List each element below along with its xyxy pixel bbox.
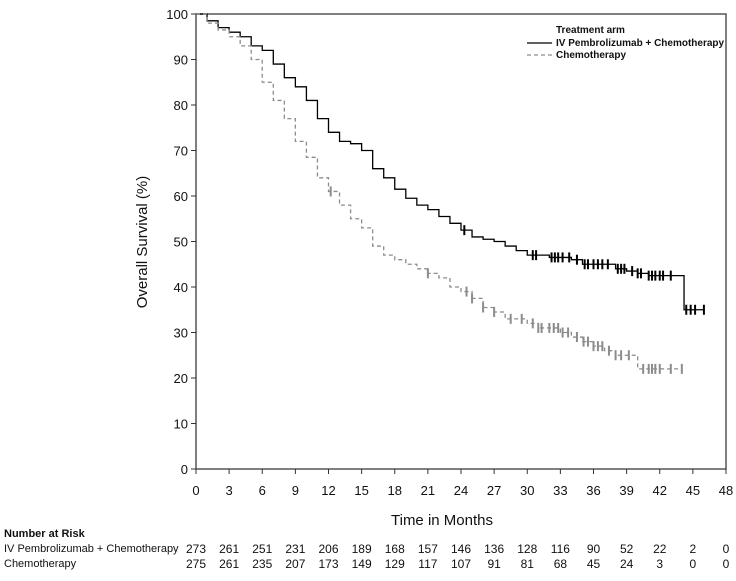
x-tick-label: 15 [354, 483, 368, 498]
x-tick-label: 0 [192, 483, 199, 498]
x-tick-label: 30 [520, 483, 534, 498]
x-tick-label: 24 [454, 483, 468, 498]
y-tick-label: 50 [174, 235, 188, 250]
risk-value: 207 [285, 557, 306, 571]
risk-table-title: Number at Risk [4, 528, 85, 540]
y-tick-label: 0 [181, 462, 188, 477]
y-tick-label: 100 [166, 7, 188, 22]
risk-value: 173 [318, 557, 339, 571]
y-tick-label: 60 [174, 189, 188, 204]
risk-value: 0 [722, 557, 730, 571]
x-tick-label: 39 [619, 483, 633, 498]
risk-value: 117 [418, 557, 438, 571]
risk-value: 146 [450, 542, 472, 556]
legend-entry: IV Pembrolizumab + Chemotherapy [556, 38, 725, 49]
risk-value: 149 [351, 557, 372, 571]
risk-value: 129 [384, 557, 405, 571]
risk-value: 116 [550, 542, 570, 556]
risk-value: 128 [517, 542, 538, 556]
risk-value: 91 [487, 557, 501, 571]
survival-curve-pembrolizumab [196, 13, 704, 311]
risk-value: 275 [185, 557, 207, 571]
risk-value: 107 [450, 557, 472, 571]
survival-curves [196, 13, 705, 374]
x-axis-label: Time in Months [391, 512, 493, 529]
risk-value: 273 [185, 542, 207, 556]
risk-value: 251 [252, 542, 273, 556]
x-tick-label: 48 [719, 483, 733, 498]
y-tick-label: 40 [174, 280, 188, 295]
x-tick-label: 27 [487, 483, 501, 498]
risk-row-label-chemo: Chemotherapy [4, 558, 77, 570]
risk-value: 136 [484, 542, 505, 556]
risk-value: 0 [689, 557, 697, 571]
x-tick-label: 42 [653, 483, 667, 498]
risk-value: 231 [285, 542, 306, 556]
plot-frame [195, 13, 727, 470]
y-tick-label: 10 [174, 417, 188, 432]
risk-value: 45 [586, 557, 601, 571]
risk-value: 90 [586, 542, 601, 556]
risk-value: 68 [553, 557, 568, 571]
risk-value: 24 [619, 557, 634, 571]
risk-value: 52 [619, 542, 634, 556]
risk-value: 81 [520, 557, 534, 571]
risk-value: 0 [722, 542, 730, 556]
survival-curve-chemotherapy [196, 13, 682, 370]
risk-row-label-pembro: IV Pembrolizumab + Chemotherapy [4, 543, 179, 555]
risk-value: 3 [656, 557, 664, 571]
risk-value: 206 [318, 542, 339, 556]
y-tick-label: 20 [174, 371, 188, 386]
y-tick-label: 30 [174, 326, 188, 341]
x-tick-label: 3 [226, 483, 233, 498]
y-tick-label: 70 [174, 144, 188, 159]
legend-entry: Chemotherapy [556, 50, 626, 61]
risk-value: 235 [252, 557, 273, 571]
x-tick-label: 6 [259, 483, 266, 498]
x-tick-label: 45 [686, 483, 700, 498]
x-tick-label: 9 [292, 483, 299, 498]
y-tick-label: 80 [174, 98, 188, 113]
risk-value: 261 [219, 557, 240, 571]
risk-value: 2 [689, 542, 697, 556]
y-axis-label: Overall Survival (%) [134, 176, 151, 309]
risk-value: 168 [384, 542, 405, 556]
risk-value: 22 [653, 542, 667, 556]
x-tick-label: 18 [388, 483, 402, 498]
x-tick-label: 12 [321, 483, 335, 498]
x-tick-label: 33 [553, 483, 567, 498]
y-tick-label: 90 [174, 53, 188, 68]
risk-value: 261 [219, 542, 240, 556]
x-tick-label: 36 [586, 483, 600, 498]
legend-title: Treatment arm [556, 25, 625, 36]
risk-value: 189 [351, 542, 372, 556]
legend: Treatment arm IV Pembrolizumab + Chemothe… [527, 25, 725, 61]
x-tick-label: 21 [421, 483, 435, 498]
risk-value: 157 [417, 542, 438, 556]
